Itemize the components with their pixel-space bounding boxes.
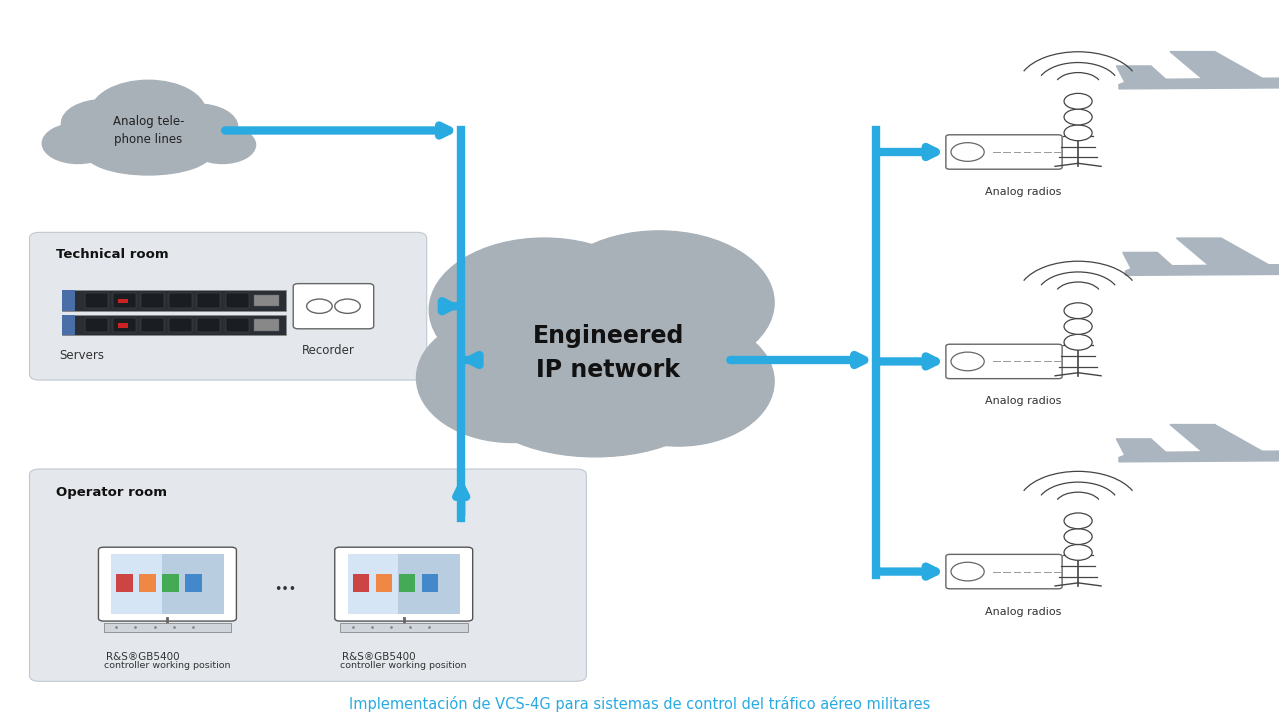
Ellipse shape: [91, 81, 206, 145]
Ellipse shape: [416, 313, 608, 443]
Bar: [186, 575, 202, 592]
Ellipse shape: [582, 317, 774, 446]
Polygon shape: [1125, 264, 1280, 275]
Bar: [352, 575, 369, 592]
Bar: [118, 323, 128, 328]
Bar: [398, 575, 415, 592]
FancyBboxPatch shape: [29, 469, 586, 681]
Bar: [375, 575, 392, 592]
FancyBboxPatch shape: [104, 623, 232, 631]
Text: controller working position: controller working position: [104, 662, 230, 670]
Polygon shape: [1170, 425, 1272, 456]
Circle shape: [1064, 94, 1092, 109]
FancyBboxPatch shape: [61, 290, 285, 310]
Circle shape: [1064, 303, 1092, 318]
Circle shape: [1064, 125, 1092, 140]
Ellipse shape: [61, 99, 146, 147]
Bar: [61, 315, 74, 335]
Ellipse shape: [429, 238, 659, 382]
Bar: [118, 299, 128, 303]
FancyBboxPatch shape: [340, 623, 467, 631]
Bar: [169, 318, 192, 332]
Bar: [140, 575, 156, 592]
Text: R&S®GB5400: R&S®GB5400: [343, 652, 416, 662]
FancyBboxPatch shape: [293, 284, 374, 329]
Ellipse shape: [189, 126, 256, 163]
Text: Operator room: Operator room: [56, 486, 168, 499]
Ellipse shape: [69, 105, 177, 163]
Bar: [347, 554, 460, 614]
Circle shape: [335, 299, 360, 313]
Text: Technical room: Technical room: [56, 248, 169, 261]
FancyBboxPatch shape: [946, 344, 1062, 379]
Text: controller working position: controller working position: [340, 662, 466, 670]
Circle shape: [951, 352, 984, 371]
Bar: [421, 575, 438, 592]
Ellipse shape: [156, 104, 238, 150]
Text: Analog radios: Analog radios: [986, 397, 1061, 407]
Polygon shape: [1116, 439, 1170, 456]
Text: Recorder: Recorder: [302, 344, 355, 357]
Bar: [111, 554, 224, 614]
Bar: [225, 318, 248, 332]
Bar: [169, 293, 192, 307]
Bar: [116, 575, 133, 592]
Circle shape: [1064, 544, 1092, 560]
Text: Servers: Servers: [59, 348, 104, 361]
Text: •••: •••: [274, 583, 297, 596]
Ellipse shape: [474, 335, 717, 456]
Bar: [141, 293, 164, 307]
Bar: [163, 575, 179, 592]
Bar: [113, 293, 136, 307]
Bar: [113, 318, 136, 332]
Ellipse shape: [544, 231, 774, 374]
Text: Engineered
IP network: Engineered IP network: [532, 324, 684, 382]
Polygon shape: [1170, 52, 1272, 84]
Polygon shape: [1119, 451, 1280, 462]
FancyBboxPatch shape: [99, 547, 237, 621]
Polygon shape: [1123, 253, 1176, 269]
Polygon shape: [1116, 66, 1170, 83]
Text: Analog tele-
phone lines: Analog tele- phone lines: [113, 115, 184, 146]
Bar: [111, 554, 161, 614]
Bar: [61, 290, 74, 310]
Bar: [84, 293, 108, 307]
Text: R&S®GB5400: R&S®GB5400: [106, 652, 179, 662]
FancyBboxPatch shape: [61, 315, 285, 335]
Bar: [197, 293, 220, 307]
FancyBboxPatch shape: [335, 547, 472, 621]
Bar: [225, 293, 248, 307]
Bar: [253, 319, 279, 330]
Circle shape: [307, 299, 333, 313]
Circle shape: [1064, 513, 1092, 528]
Polygon shape: [1176, 238, 1279, 270]
Circle shape: [1064, 318, 1092, 334]
Bar: [197, 318, 220, 332]
Ellipse shape: [42, 123, 114, 163]
Ellipse shape: [120, 105, 228, 163]
Bar: [347, 554, 398, 614]
Circle shape: [951, 143, 984, 161]
Circle shape: [1064, 109, 1092, 125]
Text: Implementación de VCS-4G para sistemas de control del tráfico aéreo militares: Implementación de VCS-4G para sistemas d…: [349, 696, 931, 712]
Ellipse shape: [467, 270, 723, 436]
Text: Analog radios: Analog radios: [986, 187, 1061, 197]
Text: Analog radios: Analog radios: [986, 607, 1061, 616]
Circle shape: [951, 562, 984, 581]
FancyBboxPatch shape: [946, 554, 1062, 589]
Bar: [84, 318, 108, 332]
Circle shape: [1064, 528, 1092, 544]
Bar: [141, 318, 164, 332]
FancyBboxPatch shape: [946, 135, 1062, 169]
Ellipse shape: [84, 129, 212, 175]
Polygon shape: [1119, 78, 1280, 89]
Bar: [253, 294, 279, 306]
Circle shape: [1064, 334, 1092, 350]
FancyBboxPatch shape: [29, 233, 426, 380]
